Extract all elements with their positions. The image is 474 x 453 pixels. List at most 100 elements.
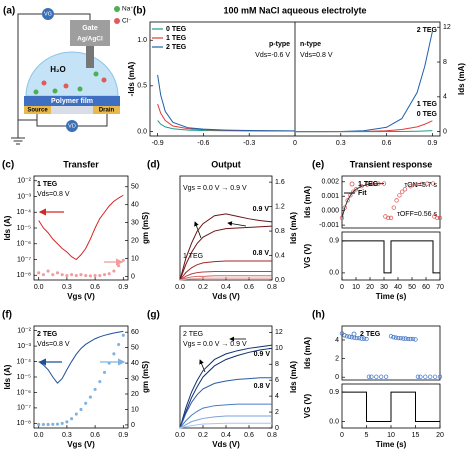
- ion: [101, 77, 107, 83]
- x-axis-label: Time (s): [376, 292, 407, 301]
- y-tick-label: 20: [131, 237, 139, 244]
- marker: [107, 272, 111, 276]
- na-icon: [114, 6, 120, 12]
- cl-label: Cl⁻: [122, 18, 132, 25]
- series-label: 0.9 V: [253, 206, 270, 213]
- y-tick-label: 0.8: [275, 228, 285, 235]
- x-axis-label: Time (s): [376, 440, 407, 449]
- marker: [46, 269, 50, 273]
- x-tick-label: -0.3: [243, 140, 255, 147]
- series-label: 2 TEG: [166, 44, 187, 51]
- y-tick-label: 0: [131, 422, 135, 429]
- annotation: τON=5.7 s: [404, 182, 437, 189]
- marker: [393, 335, 399, 340]
- y-tick-label: 40: [131, 360, 139, 367]
- y-tick-label: 10⁻²: [17, 327, 31, 334]
- ion: [77, 86, 83, 92]
- series-label: 1 TEG: [417, 101, 438, 108]
- marker: [357, 335, 362, 341]
- x-tick-label: 0: [293, 140, 297, 147]
- marker: [345, 198, 350, 203]
- y-tick-label: 1.6: [275, 179, 285, 186]
- polymer-film: [24, 96, 120, 106]
- marker: [112, 269, 116, 273]
- x-axis-label: Vgs (V): [67, 440, 95, 449]
- annotation: Vds=0.8 V: [37, 341, 70, 348]
- y-axis-label: VG (V): [303, 243, 312, 268]
- series-line: [179, 213, 273, 281]
- series-line: [179, 415, 272, 429]
- annotation: τOFF=0.56 s: [397, 211, 437, 218]
- series-label: 1 TEG: [166, 35, 187, 42]
- marker: [342, 333, 347, 338]
- y-tick-label: 10⁻³: [17, 193, 31, 200]
- ion: [93, 71, 99, 77]
- y-tick-label: 40: [131, 202, 139, 209]
- y2-axis-label: Ids (mA): [457, 63, 466, 95]
- x-axis-label: Vds (V): [212, 292, 240, 301]
- marker: [397, 193, 402, 198]
- drain-label: Drain: [99, 108, 115, 114]
- x-tick-label: 0: [340, 284, 344, 291]
- x-tick-label: -0.6: [197, 140, 209, 147]
- marker: [383, 374, 389, 379]
- y-tick-label: 0.5: [137, 83, 147, 90]
- marker: [414, 182, 419, 187]
- y-tick-label: 60: [131, 329, 139, 336]
- annotation: 1 TEG: [183, 253, 203, 260]
- substrate: [24, 106, 120, 114]
- panel-title: 100 mM NaCl aqueous electrolyte: [223, 5, 366, 15]
- marker: [354, 335, 359, 341]
- series-label: Fit: [358, 190, 367, 197]
- y-axis-label: Ids (A): [3, 215, 12, 240]
- marker: [51, 422, 55, 426]
- y-tick-label: 0.001: [321, 193, 339, 200]
- marker: [65, 273, 69, 278]
- marker: [88, 395, 92, 399]
- panel-label: (g): [147, 310, 160, 321]
- y-tick-label: 0.002: [321, 179, 339, 186]
- x-tick-label: 0.2: [198, 432, 208, 439]
- panel-label: (e): [312, 160, 324, 171]
- series-label: 0 TEG: [166, 26, 187, 33]
- y-tick-label: 2: [335, 355, 339, 362]
- marker: [55, 422, 60, 426]
- y-axis-label: -Ids (mA): [127, 61, 136, 96]
- series-label: 2 TEG: [360, 331, 381, 338]
- electrode-label: Ag/AgCl: [77, 36, 103, 43]
- y-tick-label: 30: [131, 375, 139, 382]
- series-label: 0.8 V: [254, 383, 271, 390]
- y2-axis-label: gm (mS): [141, 212, 150, 244]
- marker: [65, 420, 69, 424]
- y-tick-label: 10⁻⁴: [17, 358, 32, 365]
- y-tick-label: 10⁻⁵: [17, 225, 31, 232]
- marker: [41, 273, 45, 277]
- panel-label: (f): [2, 310, 12, 321]
- panel-title: Transfer: [63, 159, 99, 169]
- series-line: [179, 275, 272, 281]
- y2-axis-label: gm (mS): [141, 361, 150, 393]
- panel-label: (d): [147, 160, 160, 171]
- marker: [93, 387, 97, 391]
- x-tick-label: 15: [412, 432, 420, 439]
- marker: [46, 422, 50, 426]
- marker: [430, 181, 436, 186]
- y-tick-label: 0: [275, 425, 279, 432]
- marker: [344, 334, 350, 339]
- x-tick-label: 70: [436, 284, 444, 291]
- x-tick-label: 0.2: [198, 284, 208, 291]
- x-tick-label: 0.9: [118, 284, 128, 291]
- x-tick-label: 0.3: [62, 432, 72, 439]
- ion: [63, 83, 69, 89]
- x-tick-label: 0.4: [221, 284, 231, 291]
- marker: [398, 335, 403, 341]
- wire: [17, 13, 108, 138]
- series-line: [342, 391, 440, 422]
- marker: [41, 422, 45, 426]
- ion: [33, 89, 39, 95]
- arrows: [38, 208, 247, 373]
- y-tick-label: 0.0: [329, 418, 339, 425]
- x-tick-label: 0.9: [118, 432, 128, 439]
- vg-label: VG: [44, 11, 52, 17]
- marker: [98, 273, 102, 278]
